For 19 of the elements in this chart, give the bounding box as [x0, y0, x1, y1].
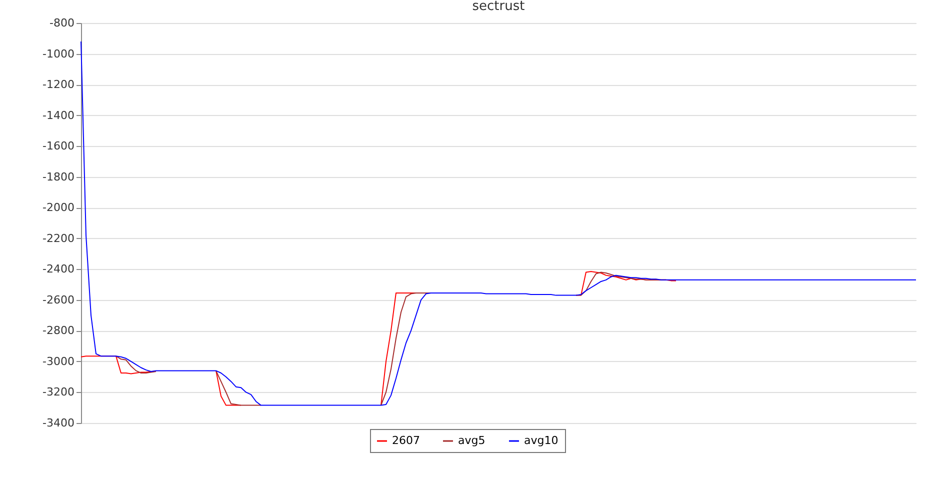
- y-tick-label: -2000: [42, 201, 74, 214]
- y-tick-label: -2600: [42, 293, 74, 306]
- y-tick-label: -800: [50, 16, 74, 30]
- line-series: [80, 40, 916, 406]
- y-tick-label: -3000: [42, 354, 74, 368]
- y-tick-label: -3200: [42, 386, 74, 399]
- y-tick-label: -3400: [42, 416, 74, 430]
- y-tick-label: -2200: [42, 232, 74, 245]
- y-tick-label: -1200: [42, 78, 74, 92]
- chart-title: sectrust: [472, 0, 525, 14]
- legend-label: 2607: [392, 434, 420, 447]
- y-tick-label: -1600: [42, 140, 74, 153]
- y-tick-label: -1400: [42, 108, 74, 122]
- legend-label: avg10: [524, 434, 558, 447]
- legend-label: avg5: [458, 434, 486, 447]
- y-tick-label: -2800: [42, 324, 74, 338]
- y-tick-label: -1800: [42, 170, 74, 184]
- y-tick-label: -2400: [42, 262, 74, 276]
- y-tick-label: -1000: [42, 47, 74, 60]
